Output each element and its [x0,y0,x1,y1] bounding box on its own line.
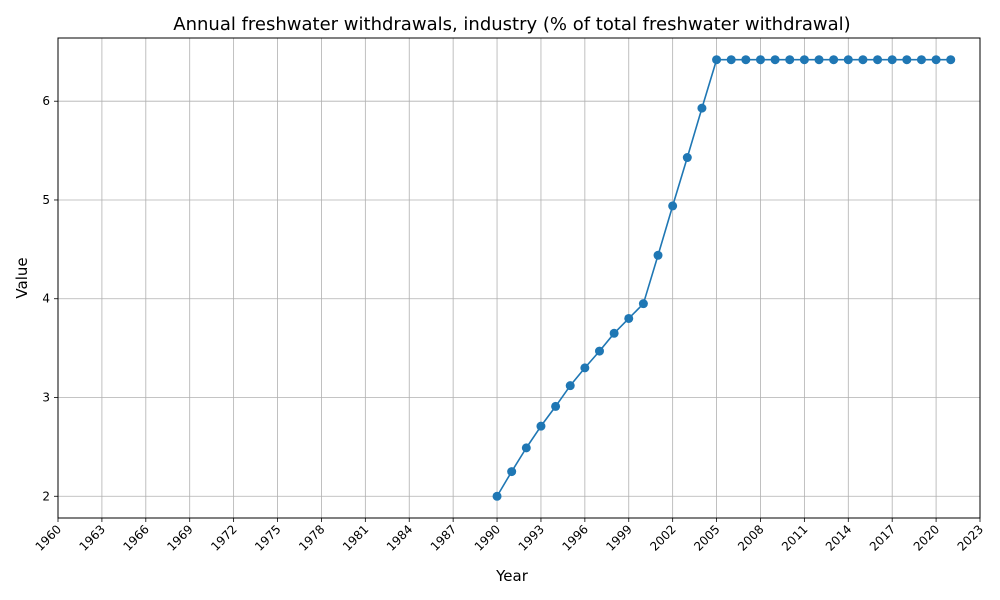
data-point [697,103,707,113]
data-point [638,299,648,309]
data-point [580,363,590,373]
data-point [594,346,604,356]
data-point [712,55,722,65]
data-point [492,491,502,501]
data-point [785,55,795,65]
y-tick-label: 6 [42,94,50,108]
y-tick-label: 3 [42,391,50,405]
x-axis-title: Year [495,567,529,585]
plot-area-frame [57,37,981,519]
y-tick-label: 5 [42,193,50,207]
data-point [873,55,883,65]
data-point [653,250,663,260]
data-point [916,55,926,65]
data-point [931,55,941,65]
data-point [770,55,780,65]
data-point [887,55,897,65]
y-tick-label: 2 [42,489,50,503]
data-point [536,421,546,431]
data-point [755,55,765,65]
data-point [551,401,561,411]
data-point [682,153,692,163]
chart-title: Annual freshwater withdrawals, industry … [173,14,850,35]
grid [57,38,981,518]
data-point [624,313,634,323]
data-point [741,55,751,65]
data-point [521,443,531,453]
data-point [814,55,824,65]
y-tick-label: 4 [42,292,50,306]
data-point [609,328,619,338]
data-point [829,55,839,65]
data-point [799,55,809,65]
data-series [492,55,956,501]
data-point [507,467,517,477]
data-point [902,55,912,65]
y-axis-title: Value [13,257,31,298]
data-point [565,381,575,391]
data-point [668,201,678,211]
data-point [946,55,956,65]
data-point [843,55,853,65]
data-point [726,55,736,65]
data-point [858,55,868,65]
